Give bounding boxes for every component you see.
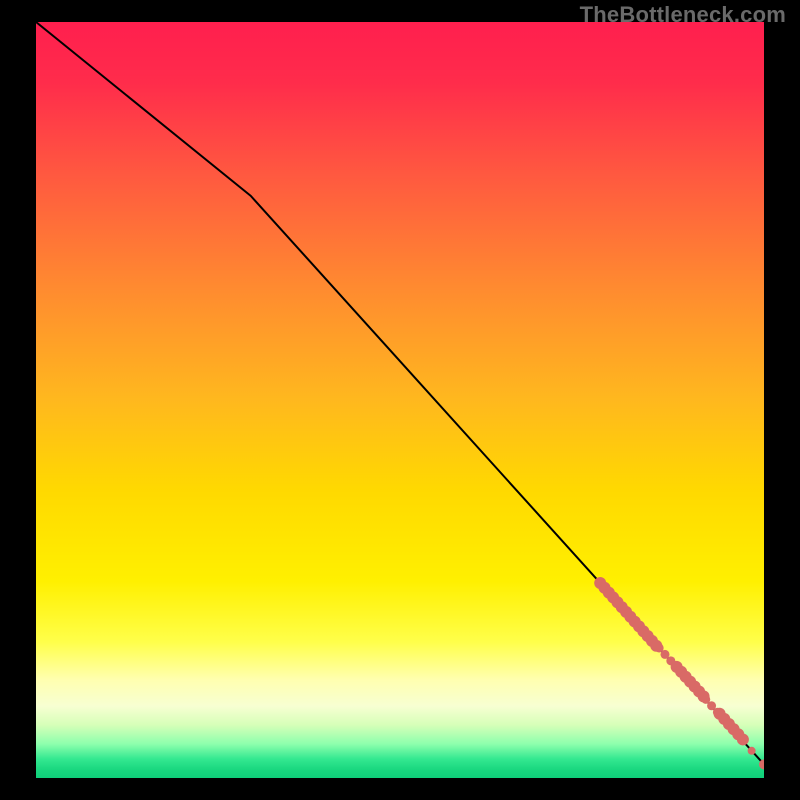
chart-plot-area bbox=[36, 22, 764, 778]
chart-marker bbox=[748, 747, 756, 755]
chart-svg bbox=[36, 22, 764, 778]
chart-background bbox=[36, 22, 764, 778]
chart-marker bbox=[737, 733, 749, 745]
